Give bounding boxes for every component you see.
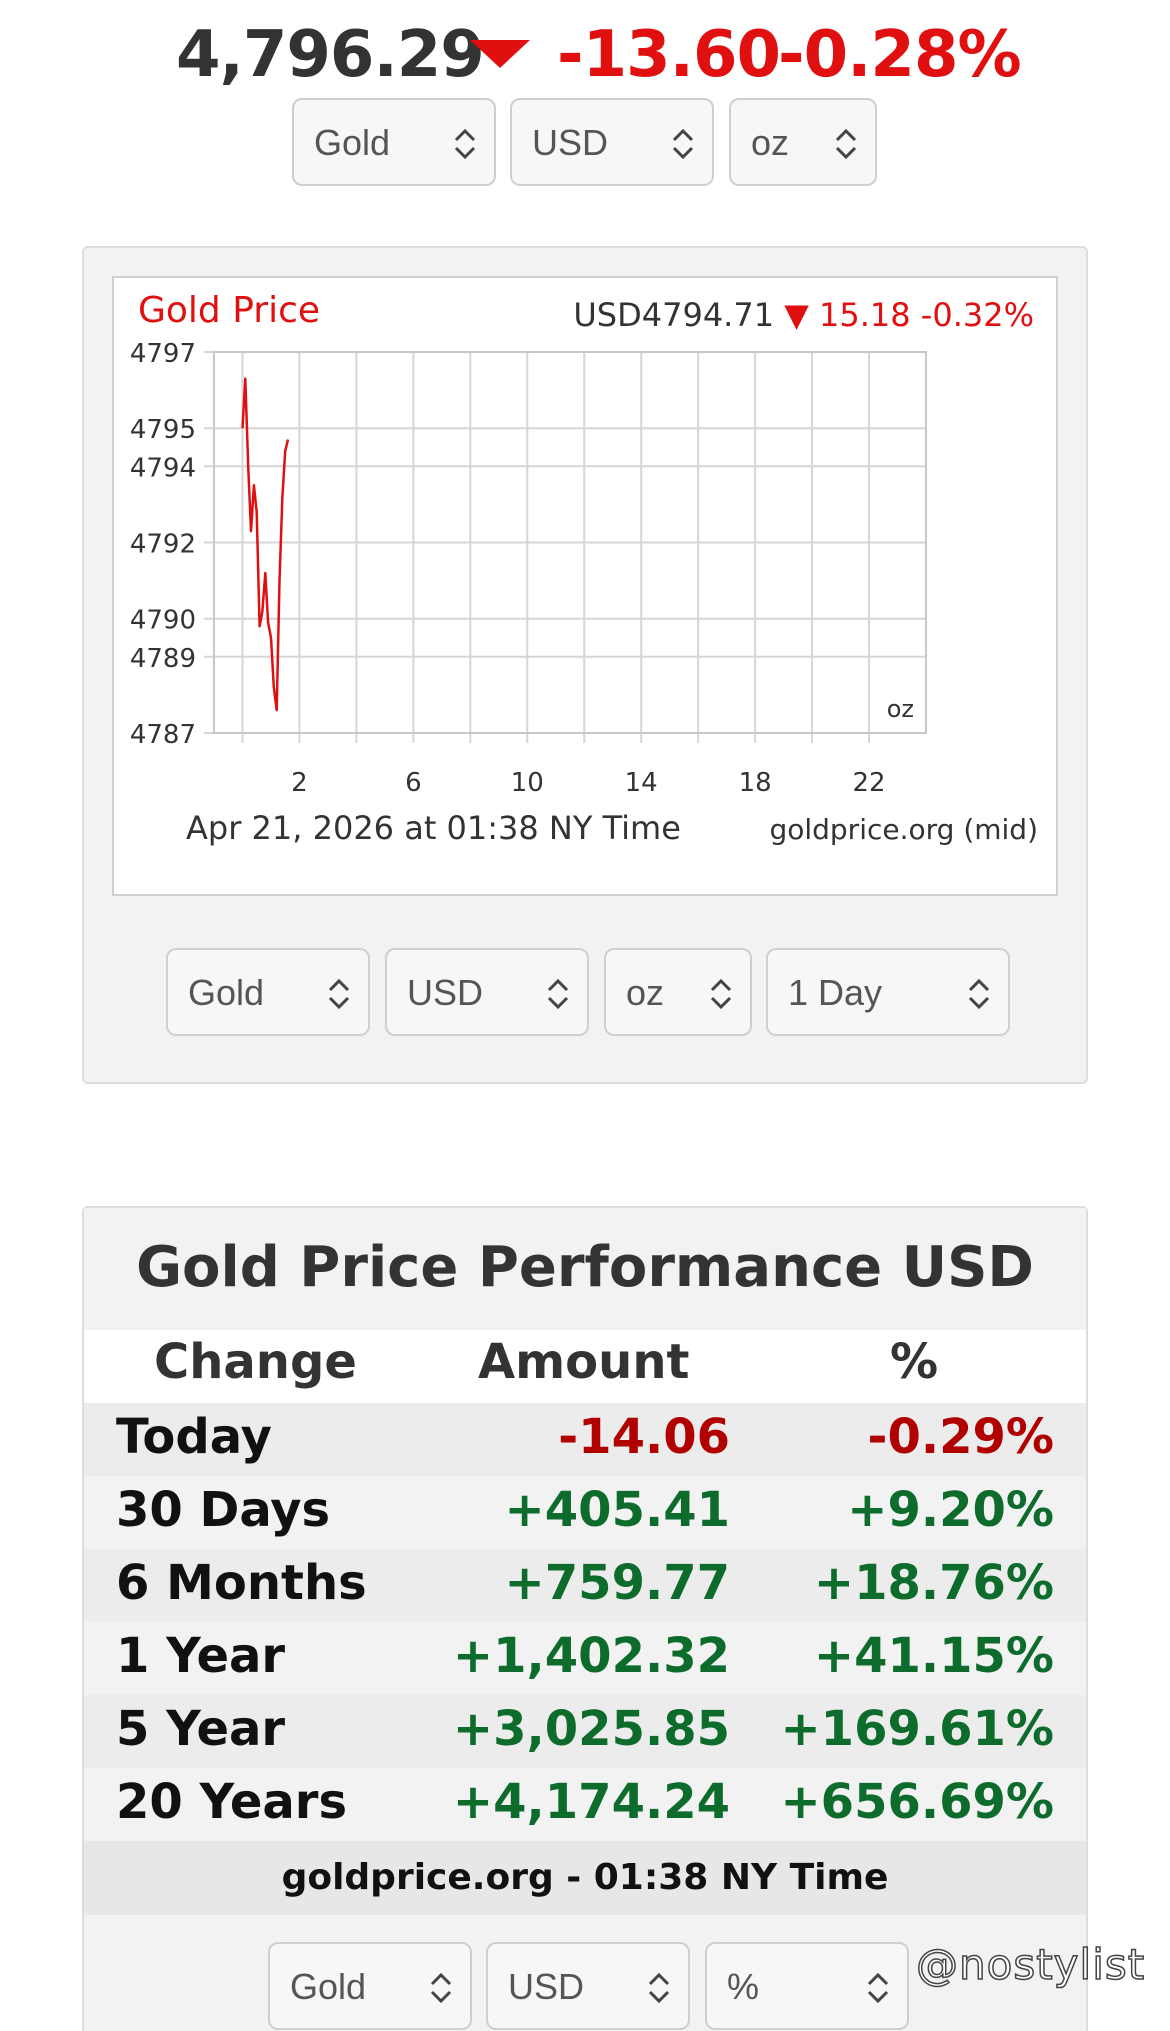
- row-amount: +405.41: [504, 1482, 730, 1538]
- chart-currency-select-value: USD: [407, 972, 484, 1013]
- chevron-up-down-icon: [547, 978, 569, 1010]
- x-tick-label: 10: [511, 768, 544, 798]
- unit-select-value: oz: [751, 122, 790, 163]
- y-tick-label: 4789: [130, 644, 196, 674]
- price-ticker: 4,796.29 -13.60 -0.28%: [0, 14, 1170, 94]
- x-tick-label: 2: [291, 768, 308, 798]
- currency-select-value: USD: [532, 122, 609, 163]
- chart-source: goldprice.org (mid): [769, 813, 1038, 846]
- y-tick-label: 4797: [130, 339, 196, 369]
- table-row: 1 Year +1,402.32 +41.15%: [84, 1622, 1086, 1695]
- perf-unit-select-value: %: [727, 1966, 760, 2007]
- price-change-percent: -0.28%: [778, 18, 1022, 92]
- chart-metal-select-value: Gold: [188, 972, 265, 1013]
- performance-table: Change Amount % Today -14.06 -0.29% 30 Days…: [84, 1330, 1086, 1915]
- table-row: 30 Days +405.41 +9.20%: [84, 1476, 1086, 1549]
- column-header-change: Change: [154, 1334, 357, 1390]
- y-tick-label: 4794: [130, 453, 196, 483]
- chevron-up-down-icon: [430, 1972, 452, 2004]
- table-footer: goldprice.org - 01:38 NY Time: [84, 1841, 1086, 1915]
- table-header-row: Change Amount %: [84, 1330, 1086, 1403]
- chart-unit-select[interactable]: oz: [604, 948, 752, 1036]
- chevron-up-down-icon: [968, 978, 990, 1010]
- chevron-up-down-icon: [867, 1972, 889, 2004]
- y-tick-label: 4787: [130, 720, 196, 750]
- chevron-up-down-icon: [328, 978, 350, 1010]
- down-arrow-icon: [470, 40, 530, 68]
- chevron-up-down-icon: [672, 128, 694, 160]
- perf-currency-select[interactable]: USD: [486, 1942, 690, 2030]
- perf-unit-select[interactable]: %: [705, 1942, 909, 2030]
- spot-price: 4,796.29: [176, 18, 485, 92]
- row-amount: +3,025.85: [452, 1701, 730, 1757]
- y-tick-label: 4795: [130, 415, 196, 445]
- table-row: 6 Months +759.77 +18.76%: [84, 1549, 1086, 1622]
- y-tick-label: 4790: [130, 606, 196, 636]
- row-label: 5 Year: [116, 1701, 286, 1757]
- x-tick-label: 18: [739, 768, 772, 798]
- column-header-amount: Amount: [478, 1334, 690, 1390]
- perf-metal-select[interactable]: Gold: [268, 1942, 472, 2030]
- currency-select[interactable]: USD: [510, 98, 714, 186]
- table-row: Today -14.06 -0.29%: [84, 1403, 1086, 1476]
- chevron-up-down-icon: [835, 128, 857, 160]
- row-percent: +169.61%: [780, 1701, 1054, 1757]
- row-percent: +656.69%: [780, 1774, 1054, 1830]
- row-label: 6 Months: [116, 1555, 367, 1611]
- x-tick-label: 14: [625, 768, 658, 798]
- row-label: 30 Days: [116, 1482, 331, 1538]
- row-amount: +4,174.24: [452, 1774, 730, 1830]
- performance-title: Gold Price Performance USD: [84, 1208, 1086, 1328]
- row-label: 1 Year: [116, 1628, 286, 1684]
- perf-metal-select-value: Gold: [290, 1966, 367, 2007]
- chart-quote: USD4794.71 ▼ 15.18 -0.32%: [573, 296, 1034, 334]
- chart-down-arrow-icon: ▼: [784, 296, 809, 334]
- row-amount: +1,402.32: [452, 1628, 730, 1684]
- row-percent: +41.15%: [813, 1628, 1054, 1684]
- chart-range-select[interactable]: 1 Day: [766, 948, 1010, 1036]
- chevron-up-down-icon: [710, 978, 732, 1010]
- row-amount: +759.77: [504, 1555, 730, 1611]
- chart-timestamp: Apr 21, 2026 at 01:38 NY Time: [186, 809, 681, 847]
- plot-border: [213, 351, 927, 734]
- row-percent: +9.20%: [847, 1482, 1054, 1538]
- x-tick-label: 6: [405, 768, 422, 798]
- chart-quote-change: 15.18 -0.32%: [819, 296, 1034, 334]
- gold-price-chart: Gold Price USD4794.71 ▼ 15.18 -0.32% 479…: [112, 276, 1058, 896]
- chart-plot: 4797 4795 4794 4792 4790 4789 4787 2 6 10 14 18 22 oz…: [130, 339, 1038, 847]
- table-row: 5 Year +3,025.85 +169.61%: [84, 1695, 1086, 1768]
- chart-title: Gold Price: [138, 290, 321, 331]
- table-row: 20 Years +4,174.24 +656.69%: [84, 1768, 1086, 1841]
- y-tick-label: 4792: [130, 530, 196, 560]
- x-tick-label: 22: [852, 768, 885, 798]
- chart-currency-select[interactable]: USD: [385, 948, 589, 1036]
- chart-unit-select-value: oz: [626, 972, 665, 1013]
- chart-metal-select[interactable]: Gold: [166, 948, 370, 1036]
- chevron-up-down-icon: [648, 1972, 670, 2004]
- chart-range-select-value: 1 Day: [788, 972, 883, 1013]
- performance-rows: Today -14.06 -0.29% 30 Days +405.41 +9.20% 6 M…: [84, 1403, 1086, 1841]
- row-amount: -14.06: [558, 1409, 730, 1465]
- perf-currency-select-value: USD: [508, 1966, 585, 2007]
- watermark: @nostylist: [915, 1939, 1146, 1990]
- row-label: 20 Years: [116, 1774, 348, 1830]
- chart-quote-price: USD4794.71: [573, 296, 775, 334]
- row-percent: +18.76%: [813, 1555, 1054, 1611]
- row-percent: -0.29%: [867, 1409, 1054, 1465]
- unit-select[interactable]: oz: [729, 98, 877, 186]
- chevron-up-down-icon: [454, 128, 476, 160]
- unit-label: oz: [887, 695, 914, 723]
- metal-select[interactable]: Gold: [292, 98, 496, 186]
- metal-select-value: Gold: [314, 122, 391, 163]
- price-series-line: [241, 377, 290, 712]
- column-header-percent: %: [890, 1334, 939, 1390]
- row-label: Today: [116, 1409, 272, 1465]
- price-change: -13.60: [557, 18, 781, 92]
